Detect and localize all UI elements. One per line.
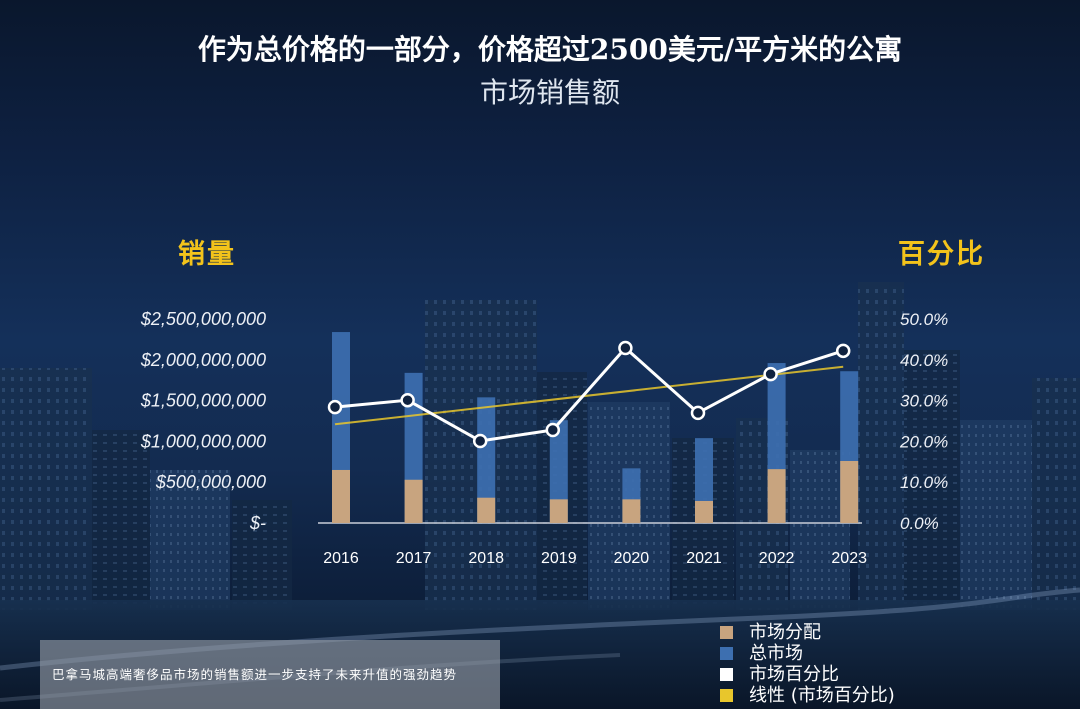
caption-box: 巴拿马城高端奢侈品市场的销售额进一步支持了未来升值的强劲趋势 <box>40 640 500 709</box>
x-axis-category-label: 2021 <box>686 550 722 567</box>
market-allocation-bar <box>622 499 641 523</box>
legend-label: 市场分配 <box>749 622 821 643</box>
left-axis-tick-label: $500,000,000 <box>155 472 266 492</box>
legend-label: 总市场 <box>749 643 803 664</box>
legend-item-linear-trend: 线性 (市场百分比) <box>720 685 895 706</box>
legend-swatch <box>720 626 733 639</box>
market-allocation-bar <box>404 479 423 523</box>
left-axis-tick-label: $- <box>249 513 266 533</box>
legend-swatch <box>720 689 733 702</box>
legend-swatch <box>720 647 733 660</box>
building <box>150 470 230 610</box>
x-axis-category-label: 2017 <box>396 550 432 567</box>
market-percentage-point <box>835 343 851 359</box>
x-axis-category-label: 2019 <box>541 550 577 567</box>
total-market-bar <box>477 397 496 523</box>
market-percentage-point <box>618 340 633 356</box>
x-axis-category-label: 2022 <box>759 550 795 567</box>
building <box>790 450 850 610</box>
building <box>232 500 292 610</box>
market-percentage-line <box>334 346 844 443</box>
market-percentage-point <box>545 422 561 438</box>
building <box>904 350 960 610</box>
market-allocation-bar <box>549 499 568 523</box>
legend-item-market-allocation: 市场分配 <box>720 622 895 643</box>
left-axis-tick-label: $1,000,000,000 <box>140 431 266 451</box>
market-percentage-point <box>763 366 778 382</box>
x-axis-category-label: 2023 <box>831 550 867 567</box>
building <box>92 430 150 610</box>
left-axis-tick-label: $1,500,000,000 <box>140 391 266 411</box>
legend-swatch <box>720 668 733 681</box>
right-axis-tick-label: 50.0% <box>900 310 948 329</box>
building <box>1032 378 1080 610</box>
chart-legend: 市场分配 总市场 市场百分比 线性 (市场百分比) <box>720 622 895 706</box>
market-allocation-bar <box>767 469 786 523</box>
x-axis-category-label: 2020 <box>614 550 650 567</box>
left-axis-title: 销量 <box>178 239 236 270</box>
caption-text: 巴拿马城高端奢侈品市场的销售额进一步支持了未来升值的强劲趋势 <box>52 667 458 682</box>
market-allocation-bar <box>695 500 713 523</box>
linear-trend-line <box>334 365 844 426</box>
right-axis-tick-label: 10.0% <box>900 473 948 492</box>
market-allocation-bar <box>840 460 859 523</box>
chart-title: 作为总价格的一部分，价格超过2500美元/平方米的公寓 <box>197 33 903 66</box>
total-market-bar <box>549 420 568 523</box>
legend-item-market-percentage: 市场百分比 <box>720 664 895 685</box>
legend-item-total-market: 总市场 <box>720 643 895 664</box>
left-axis-tick-label: $2,000,000,000 <box>140 350 266 370</box>
right-axis-tick-label: 30.0% <box>900 392 948 411</box>
x-axis-category-label: 2018 <box>468 550 504 567</box>
legend-label: 线性 (市场百分比) <box>749 685 895 706</box>
building <box>858 282 904 610</box>
market-percentage-point <box>327 399 343 415</box>
chart-subtitle: 市场销售额 <box>479 76 620 109</box>
right-axis-tick-label: 0.0% <box>900 514 939 533</box>
right-axis-title: 百分比 <box>898 239 985 270</box>
left-axis-tick-label: $2,500,000,000 <box>140 309 266 329</box>
market-allocation-bar <box>477 497 496 523</box>
right-axis-tick-label: 20.0% <box>899 432 948 451</box>
x-axis-category-label: 2016 <box>323 550 359 567</box>
market-percentage-point <box>472 433 488 449</box>
legend-label: 市场百分比 <box>749 664 839 685</box>
building <box>0 368 92 610</box>
market-percentage-point <box>690 405 706 421</box>
right-axis-tick-label: 40.0% <box>900 351 948 370</box>
market-percentage-point <box>400 392 415 408</box>
building <box>960 420 1032 610</box>
market-allocation-bar <box>332 469 350 523</box>
